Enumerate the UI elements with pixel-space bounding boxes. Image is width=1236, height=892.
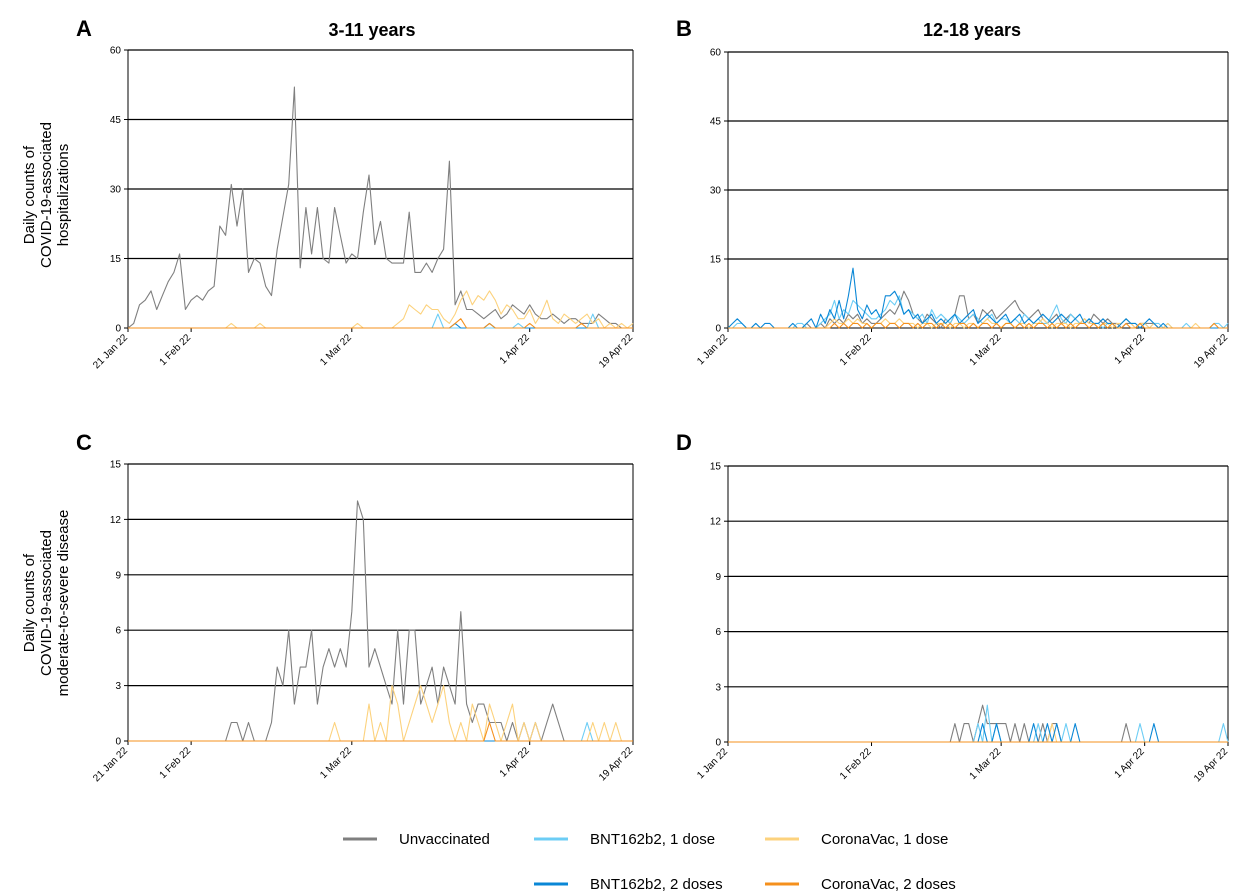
legend-item: CoronaVac, 2 doses bbox=[765, 876, 956, 892]
legend-label: Unvaccinated bbox=[399, 831, 490, 848]
series-line bbox=[127, 86, 633, 329]
series-line bbox=[128, 721, 633, 742]
x-tick-label: 1 Feb 22 bbox=[838, 746, 874, 782]
panel-d: D 0 3 6 9 12 15 1 Jan 22 1 Feb 22 1 Mar 22 1 Apr 2… bbox=[676, 430, 1230, 784]
y-tick-label: 9 bbox=[715, 572, 721, 583]
y-tick-label: 6 bbox=[715, 627, 721, 638]
y-axis-title-top-line: hospitalizations bbox=[55, 144, 72, 247]
panel-letter: A bbox=[76, 16, 92, 41]
panel-title: 12-18 years bbox=[923, 20, 1021, 40]
y-tick-label: 60 bbox=[110, 46, 122, 57]
y-tick-label: 45 bbox=[710, 117, 722, 128]
y-tick-label: 15 bbox=[110, 460, 122, 471]
x-tick-label: 19 Apr 22 bbox=[1192, 746, 1230, 784]
legend-label: CoronaVac, 1 dose bbox=[821, 831, 948, 848]
series-line bbox=[128, 313, 633, 329]
panel-letter: D bbox=[676, 430, 692, 455]
series-line bbox=[128, 322, 633, 329]
x-tick-label: 1 Mar 22 bbox=[968, 332, 1004, 368]
x-tick-label: 1 Apr 22 bbox=[1113, 332, 1147, 366]
y-axis-title-top-line: COVID-19-associated bbox=[38, 122, 55, 268]
x-tick-label: 21 Jan 22 bbox=[91, 745, 130, 784]
y-tick-label: 6 bbox=[115, 626, 121, 637]
x-tick-label: 21 Jan 22 bbox=[91, 332, 130, 371]
y-tick-label: 0 bbox=[715, 738, 721, 749]
y-axis-title-bottom-line: Daily counts of bbox=[21, 553, 38, 652]
y-axis-title-bottom: Daily counts of COVID-19-associated modera… bbox=[21, 510, 72, 697]
y-tick-label: 30 bbox=[110, 185, 122, 196]
panel-letter: C bbox=[76, 430, 92, 455]
series-line bbox=[128, 685, 633, 742]
series-line bbox=[128, 721, 633, 742]
panel-a: A 3-11 years 0 15 30 45 60 21 Jan 22 1 Feb 22 1 M… bbox=[76, 16, 635, 371]
legend-label: CoronaVac, 2 doses bbox=[821, 876, 956, 892]
legend-item: BNT162b2, 1 dose bbox=[534, 831, 715, 848]
legend-item: BNT162b2, 2 doses bbox=[534, 876, 723, 892]
y-tick-label: 15 bbox=[710, 255, 722, 266]
y-tick-label: 12 bbox=[710, 517, 722, 528]
x-tick-label: 1 Apr 22 bbox=[498, 332, 532, 366]
series-line bbox=[128, 318, 633, 329]
x-tick-label: 1 Mar 22 bbox=[318, 332, 354, 368]
y-tick-label: 0 bbox=[715, 324, 721, 335]
x-tick-label: 19 Apr 22 bbox=[597, 332, 635, 370]
series-line bbox=[128, 500, 633, 742]
y-axis-title-top-line: Daily counts of bbox=[21, 145, 38, 244]
panel-b: B 12-18 years 0 15 30 45 60 1 Jan 22 1 Feb 22 1 M… bbox=[676, 16, 1230, 370]
legend-label: BNT162b2, 2 doses bbox=[590, 876, 723, 892]
y-tick-label: 15 bbox=[710, 462, 722, 473]
y-tick-label: 0 bbox=[115, 737, 121, 748]
x-tick-label: 1 Mar 22 bbox=[318, 745, 354, 781]
x-tick-label: 19 Apr 22 bbox=[1192, 332, 1230, 370]
y-tick-label: 45 bbox=[110, 115, 122, 126]
legend-label: BNT162b2, 1 dose bbox=[590, 831, 715, 848]
x-tick-label: 1 Feb 22 bbox=[158, 332, 194, 368]
legend-item: Unvaccinated bbox=[343, 831, 490, 848]
x-tick-label: 1 Apr 22 bbox=[1113, 746, 1147, 780]
legend-item: CoronaVac, 1 dose bbox=[765, 831, 948, 848]
panel-letter: B bbox=[676, 16, 692, 41]
y-tick-label: 15 bbox=[110, 254, 122, 265]
x-tick-label: 1 Feb 22 bbox=[158, 745, 194, 781]
y-tick-label: 30 bbox=[710, 186, 722, 197]
y-tick-label: 3 bbox=[715, 682, 721, 693]
x-tick-label: 1 Jan 22 bbox=[695, 332, 730, 367]
legend: Unvaccinated BNT162b2, 1 dose CoronaVac, 1… bbox=[343, 831, 956, 892]
series-line bbox=[128, 290, 634, 329]
x-tick-label: 1 Feb 22 bbox=[838, 332, 874, 368]
y-axis-title-bottom-line: moderate-to-severe disease bbox=[55, 510, 72, 697]
y-tick-label: 0 bbox=[115, 324, 121, 335]
panel-title: 3-11 years bbox=[328, 20, 415, 40]
series-line bbox=[728, 322, 1228, 329]
y-tick-label: 60 bbox=[710, 48, 722, 59]
x-tick-label: 1 Mar 22 bbox=[968, 746, 1004, 782]
y-tick-label: 9 bbox=[115, 570, 121, 581]
y-tick-label: 3 bbox=[115, 681, 121, 692]
panel-c: C 0 3 6 9 12 15 21 Jan 22 1 Feb 22 1 Mar 22 1 Apr … bbox=[76, 430, 635, 784]
x-tick-label: 1 Apr 22 bbox=[498, 745, 532, 779]
series-line bbox=[728, 704, 1229, 743]
series-line bbox=[728, 723, 1228, 743]
y-axis-title-top: Daily counts of COVID-19-associated hospit… bbox=[21, 122, 72, 268]
series-line bbox=[727, 267, 1228, 329]
y-axis-title-bottom-line: COVID-19-associated bbox=[38, 530, 55, 676]
x-tick-label: 19 Apr 22 bbox=[597, 745, 635, 783]
y-tick-label: 12 bbox=[110, 515, 122, 526]
x-tick-label: 1 Jan 22 bbox=[695, 746, 730, 781]
